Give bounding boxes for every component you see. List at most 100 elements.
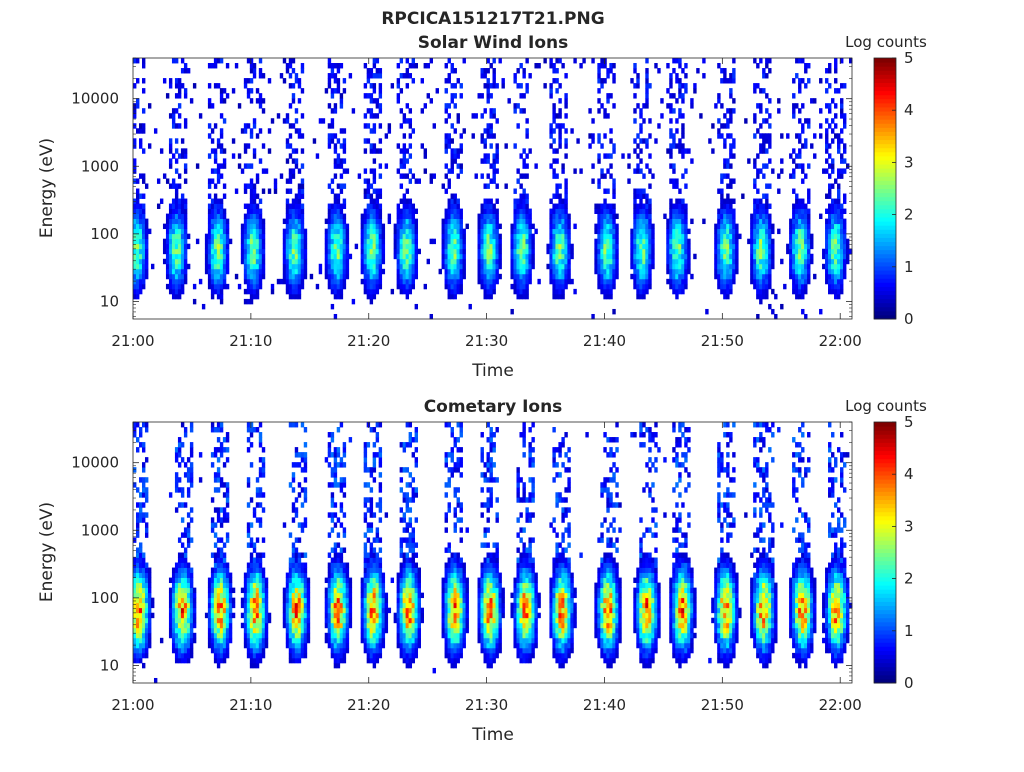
spectrogram-cell <box>250 274 253 279</box>
spectrogram-cell <box>490 93 493 98</box>
spectrogram-cell <box>729 234 732 239</box>
spectrogram-cell <box>262 274 265 279</box>
spectrogram-cell <box>334 259 337 264</box>
colorbar-swatch <box>874 189 896 194</box>
spectrogram-cell <box>445 234 448 239</box>
spectrogram-cell <box>636 78 639 83</box>
spectrogram-cell <box>262 608 265 613</box>
spectrogram-cell <box>445 274 448 279</box>
spectrogram-cell <box>184 628 187 633</box>
spectrogram-cell <box>250 588 253 593</box>
spectrogram-cell <box>732 224 735 229</box>
spectrogram-cell <box>337 68 340 73</box>
spectrogram-cell <box>286 138 289 143</box>
spectrogram-cell <box>795 229 798 234</box>
spectrogram-cell <box>250 608 253 613</box>
spectrogram-cell <box>415 239 418 244</box>
spectrogram-cell <box>250 427 253 432</box>
spectrogram-cell <box>418 249 421 254</box>
spectrogram-cell <box>340 163 343 168</box>
spectrogram-cell <box>765 249 768 254</box>
spectrogram-cell <box>720 284 723 289</box>
spectrogram-cell <box>292 638 295 643</box>
spectrogram-cell <box>187 487 190 492</box>
spectrogram-cell <box>558 259 561 264</box>
spectrogram-cell <box>253 588 256 593</box>
spectrogram-cell <box>633 93 636 98</box>
colorbar-swatch <box>874 184 896 189</box>
spectrogram-cell <box>478 244 481 249</box>
spectrogram-cell <box>181 219 184 224</box>
spectrogram-cell <box>558 269 561 274</box>
spectrogram-cell <box>594 229 597 234</box>
spectrogram-cell <box>373 88 376 93</box>
spectrogram-cell <box>798 88 801 93</box>
spectrogram-cell <box>226 578 229 583</box>
spectrogram-cell <box>750 229 753 234</box>
spectrogram-cell <box>487 279 490 284</box>
spectrogram-cell <box>768 244 771 249</box>
spectrogram-cell <box>639 244 642 249</box>
spectrogram-cell <box>232 598 235 603</box>
spectrogram-cell <box>208 598 211 603</box>
spectrogram-cell <box>837 274 840 279</box>
spectrogram-cell <box>765 269 768 274</box>
spectrogram-cell <box>133 598 136 603</box>
spectrogram-cell <box>367 259 370 264</box>
spectrogram-cell <box>145 638 148 643</box>
spectrogram-cell <box>609 204 612 209</box>
spectrogram-cell <box>513 269 516 274</box>
spectrogram-cell <box>759 103 762 108</box>
spectrogram-cell <box>178 598 181 603</box>
spectrogram-cell <box>448 209 451 214</box>
spectrogram-cell <box>516 274 519 279</box>
spectrogram-cell <box>597 214 600 219</box>
spectrogram-cell <box>142 442 145 447</box>
spectrogram-cell <box>256 178 259 183</box>
spectrogram-cell <box>645 279 648 284</box>
spectrogram-cell <box>346 244 349 249</box>
spectrogram-cell <box>828 68 831 73</box>
spectrogram-cell <box>190 462 193 467</box>
spectrogram-cell <box>220 143 223 148</box>
spectrogram-cell <box>516 234 519 239</box>
spectrogram-cell <box>259 103 262 108</box>
spectrogram-cell <box>525 254 528 259</box>
spectrogram-cell <box>340 173 343 178</box>
spectrogram-cell <box>136 512 139 517</box>
spectrogram-cell <box>606 153 609 158</box>
spectrogram-cell <box>289 63 292 68</box>
spectrogram-cell <box>259 209 262 214</box>
spectrogram-cell <box>720 279 723 284</box>
spectrogram-cell <box>217 593 220 598</box>
spectrogram-cell <box>804 138 807 143</box>
spectrogram-cell <box>373 168 376 173</box>
spectrogram-cell <box>654 63 657 68</box>
spectrogram-cell <box>247 422 250 427</box>
spectrogram-cell <box>756 294 759 299</box>
spectrogram-cell <box>253 628 256 633</box>
spectrogram-cell <box>217 254 220 259</box>
spectrogram-cell <box>334 143 337 148</box>
spectrogram-cell <box>220 284 223 289</box>
spectrogram-cell <box>771 239 774 244</box>
spectrogram-cell <box>672 264 675 269</box>
spectrogram-cell <box>729 163 732 168</box>
spectrogram-cell <box>484 183 487 188</box>
spectrogram-cell <box>223 279 226 284</box>
spectrogram-cell <box>265 593 268 598</box>
spectrogram-cell <box>684 214 687 219</box>
spectrogram-cell <box>289 219 292 224</box>
spectrogram-cell <box>675 294 678 299</box>
colorbar-swatch <box>874 201 896 206</box>
spectrogram-cell <box>337 214 340 219</box>
spectrogram-cell <box>376 274 379 279</box>
spectrogram-cell <box>768 234 771 239</box>
spectrogram-cell <box>445 239 448 244</box>
spectrogram-cell <box>244 229 247 234</box>
spectrogram-cell <box>340 224 343 229</box>
spectrogram-cell <box>409 279 412 284</box>
spectrogram-cell <box>409 269 412 274</box>
spectrogram-cell <box>334 158 337 163</box>
spectrogram-cell <box>669 249 672 254</box>
